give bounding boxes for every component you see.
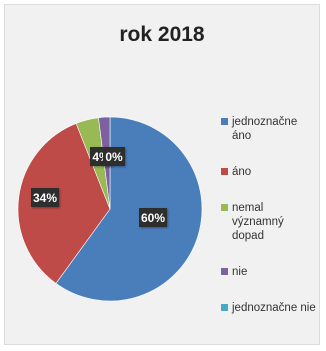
legend-item-3: nie (221, 265, 317, 279)
legend-label: nemal významný dopad (232, 202, 284, 242)
data-label-4: 0% (103, 147, 125, 166)
legend-swatch (221, 118, 228, 125)
legend-label: jednoznačne áno (232, 116, 297, 142)
legend-swatch (221, 168, 228, 175)
legend-item-1: áno (221, 165, 317, 179)
chart-legend: jednoznačne áno áno nemal významný dopad ni… (221, 115, 317, 337)
legend-swatch (221, 304, 228, 311)
legend-swatch (221, 268, 228, 275)
data-label-0: 60% (139, 208, 167, 227)
svg-text:60%: 60% (141, 211, 165, 225)
legend-item-0: jednoznačne áno (221, 115, 317, 143)
legend-item-4: jednoznačne nie (221, 301, 317, 315)
legend-label: jednoznačne nie (232, 302, 316, 314)
svg-text:34%: 34% (33, 191, 57, 205)
legend-swatch (221, 204, 228, 211)
svg-text:0%: 0% (105, 150, 123, 164)
legend-label: áno (232, 166, 251, 178)
chart-area: rok 2018 60% 34% 4% 0% jednoznačne áno áno ne… (4, 4, 320, 345)
legend-item-2: nemal významný dopad (221, 201, 317, 243)
legend-label: nie (232, 266, 247, 278)
data-label-1: 34% (31, 188, 59, 207)
